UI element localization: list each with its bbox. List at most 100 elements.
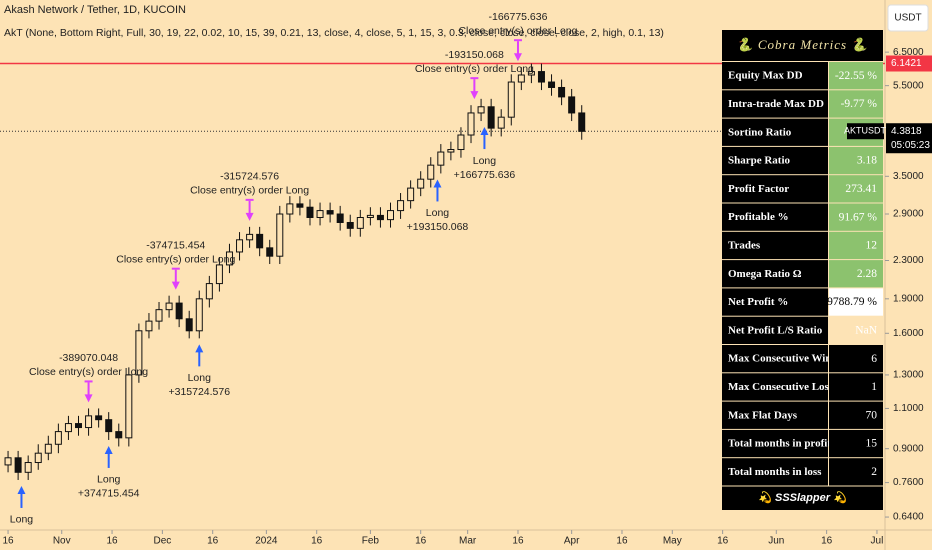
trade-label: -315724.576: [220, 171, 279, 183]
metric-label: Max Consecutive Wins: [728, 353, 836, 365]
candle-body: [185, 318, 193, 332]
x-tick-label: 16: [2, 536, 14, 547]
trade-label: Close entry(s) order Long: [29, 366, 148, 378]
indicator-title: AkT (None, Bottom Right, Full, 30, 19, 2…: [4, 27, 664, 39]
candle-body: [175, 302, 183, 320]
metric-value-cell: [829, 401, 883, 429]
x-tick-label: 16: [512, 536, 524, 547]
candle-body: [64, 423, 72, 433]
candle-body: [447, 149, 455, 153]
candle-body: [135, 330, 143, 376]
metric-label: Net Profit %: [728, 296, 788, 308]
metric-label-cell: [722, 146, 828, 175]
x-tick-label: Apr: [564, 536, 580, 547]
candle-body: [256, 233, 264, 249]
metric-label: Max Flat Days: [728, 409, 798, 421]
candle-body: [427, 164, 435, 180]
metric-label-cell: [722, 373, 828, 401]
candle-body: [537, 71, 545, 83]
x-tick-label: Jun: [768, 536, 784, 547]
candle-body: [346, 221, 354, 229]
metric-label-cell: [722, 316, 828, 344]
long-arrow-head: [104, 445, 113, 454]
candle-body: [457, 134, 465, 151]
candle-body: [54, 431, 62, 445]
trade-label: Close entry(s) order Long: [190, 185, 309, 197]
trade-label: -166775.636: [488, 11, 547, 23]
trade-label: Long: [188, 372, 212, 384]
candle-body: [387, 210, 395, 221]
metric-label-cell: [722, 260, 828, 288]
metric-label-cell: [722, 62, 828, 90]
candle-body: [14, 457, 22, 473]
candle-body: [517, 74, 525, 83]
symbol-label: AKTUSDT: [844, 126, 887, 136]
close-arrow-head: [245, 212, 254, 221]
candle-body: [34, 452, 42, 464]
candle-body: [75, 423, 83, 429]
candle-body: [105, 419, 113, 433]
metric-value: 2: [871, 466, 877, 478]
metric-value-cell: [829, 288, 883, 316]
candle-body: [125, 374, 133, 439]
candle-body: [95, 415, 103, 421]
x-tick-label: Dec: [153, 536, 171, 547]
countdown-label: 05:05:23: [891, 140, 930, 151]
x-tick-label: 16: [616, 536, 628, 547]
candle-body: [4, 457, 12, 466]
metric-value: 2.28: [857, 268, 877, 280]
metric-label-cell: [722, 458, 828, 486]
metric-label-cell: [722, 231, 828, 260]
currency-box[interactable]: [887, 4, 929, 32]
y-tick-label: 1.6000: [893, 328, 924, 339]
x-tick-label: 2024: [255, 536, 278, 547]
metrics-footer-cell: [722, 486, 883, 510]
candle-body: [225, 251, 233, 266]
candle-body: [165, 302, 173, 311]
candle-body: [407, 187, 415, 202]
candle-body: [316, 210, 324, 219]
y-tick-label: 2.9000: [893, 209, 924, 220]
metric-label-cell: [722, 175, 828, 203]
candle-body: [276, 213, 284, 257]
candle-body: [548, 81, 556, 88]
trade-label: Long: [10, 514, 34, 526]
x-tick-label: May: [663, 536, 682, 547]
metric-label-cell: [722, 90, 828, 118]
trade-label: Close entry(s) order Long: [458, 25, 577, 37]
close-arrow-head: [84, 394, 93, 403]
last-price-box: [886, 123, 932, 154]
long-arrow-head: [480, 127, 489, 136]
candle-body: [417, 178, 425, 189]
candle-body: [437, 151, 445, 166]
candle-body: [215, 264, 223, 285]
metric-label: Total months in loss: [728, 466, 822, 478]
metric-label: Omega Ratio Ω: [728, 268, 802, 280]
candle-body: [568, 96, 576, 114]
metric-value: -22.55 %: [835, 70, 878, 82]
y-tick-label: 1.9000: [893, 293, 924, 304]
metric-label-cell: [722, 345, 828, 373]
trade-label: -389070.048: [59, 352, 118, 364]
y-tick-label: 0.6400: [893, 512, 924, 523]
metric-value-cell: [829, 90, 883, 118]
candle-body: [296, 203, 304, 208]
candle-body: [286, 203, 294, 215]
candle-body: [236, 239, 244, 253]
trade-label: Long: [97, 474, 121, 486]
y-tick-label: 3.5000: [893, 171, 924, 182]
metric-value: 12: [866, 240, 878, 252]
close-arrow-head: [171, 281, 180, 290]
candle-body: [397, 200, 405, 212]
candle-body: [115, 431, 123, 439]
long-arrow-head: [17, 485, 26, 494]
metric-value: 70: [866, 409, 878, 421]
trade-label: -374715.454: [146, 239, 205, 251]
x-tick-label: Feb: [362, 536, 380, 547]
close-arrow-head: [513, 53, 522, 62]
metric-label-cell: [722, 203, 828, 231]
trade-label: Close entry(s) order Long: [116, 253, 235, 265]
metric-label: Profit Factor: [728, 183, 789, 195]
metric-value-cell: [829, 175, 883, 203]
